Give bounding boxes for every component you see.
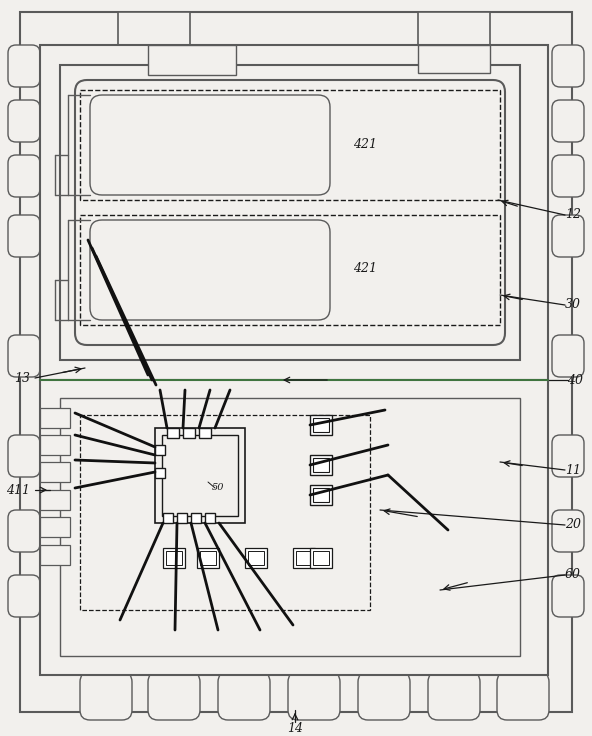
Text: 20: 20 [565, 518, 581, 531]
Bar [200, 551, 216, 565]
Bar [313, 418, 329, 432]
Bar [40, 490, 70, 510]
FancyBboxPatch shape [218, 672, 270, 720]
Bar [40, 45, 548, 380]
FancyBboxPatch shape [497, 672, 549, 720]
Text: 11: 11 [565, 464, 581, 476]
Bar [199, 428, 211, 438]
FancyBboxPatch shape [8, 100, 40, 142]
Bar [80, 415, 370, 610]
Bar [163, 513, 173, 523]
Bar [310, 455, 332, 475]
Text: 50: 50 [212, 484, 224, 492]
Bar [167, 428, 179, 438]
FancyBboxPatch shape [552, 435, 584, 477]
FancyBboxPatch shape [80, 672, 132, 720]
Bar [80, 90, 500, 200]
FancyBboxPatch shape [552, 510, 584, 552]
Bar [148, 45, 236, 75]
FancyBboxPatch shape [552, 100, 584, 142]
FancyBboxPatch shape [358, 672, 410, 720]
Bar [80, 215, 500, 325]
FancyBboxPatch shape [75, 80, 505, 345]
FancyBboxPatch shape [8, 335, 40, 377]
Bar [245, 548, 267, 568]
Bar [40, 462, 70, 482]
Bar [205, 513, 215, 523]
FancyBboxPatch shape [8, 45, 40, 87]
Bar [60, 398, 520, 656]
Bar [310, 548, 332, 568]
Text: 411: 411 [6, 484, 30, 497]
Text: 60: 60 [565, 568, 581, 581]
Bar [293, 548, 315, 568]
Bar [313, 458, 329, 472]
FancyBboxPatch shape [8, 155, 40, 197]
Text: 421: 421 [353, 261, 377, 275]
FancyBboxPatch shape [148, 672, 200, 720]
FancyBboxPatch shape [552, 575, 584, 617]
Bar [155, 428, 245, 523]
FancyBboxPatch shape [8, 575, 40, 617]
Bar [40, 408, 70, 428]
Bar [310, 485, 332, 505]
Text: 12: 12 [565, 208, 581, 222]
Bar [313, 551, 329, 565]
FancyBboxPatch shape [552, 215, 584, 257]
Text: 13: 13 [14, 372, 30, 384]
Bar [60, 65, 520, 360]
Bar [155, 468, 165, 478]
Bar [248, 551, 264, 565]
Bar [296, 551, 312, 565]
Bar [166, 551, 182, 565]
FancyBboxPatch shape [428, 672, 480, 720]
Bar [177, 513, 187, 523]
Bar [197, 548, 219, 568]
Bar [183, 428, 195, 438]
Text: 421: 421 [353, 138, 377, 152]
Bar [418, 45, 490, 73]
Bar [155, 445, 165, 455]
FancyBboxPatch shape [552, 155, 584, 197]
FancyBboxPatch shape [552, 335, 584, 377]
FancyBboxPatch shape [552, 45, 584, 87]
Bar [313, 488, 329, 502]
Bar [118, 12, 190, 47]
Bar [163, 548, 185, 568]
Bar [40, 380, 548, 675]
Text: 14: 14 [287, 721, 303, 735]
FancyBboxPatch shape [8, 435, 40, 477]
Bar [40, 517, 70, 537]
FancyBboxPatch shape [8, 510, 40, 552]
Bar [310, 415, 332, 435]
FancyBboxPatch shape [288, 672, 340, 720]
Bar [40, 545, 70, 565]
Bar [418, 12, 490, 47]
Bar [40, 435, 70, 455]
Text: 40: 40 [567, 373, 583, 386]
Bar [191, 513, 201, 523]
Text: 30: 30 [565, 299, 581, 311]
Bar [162, 435, 238, 516]
FancyBboxPatch shape [8, 215, 40, 257]
